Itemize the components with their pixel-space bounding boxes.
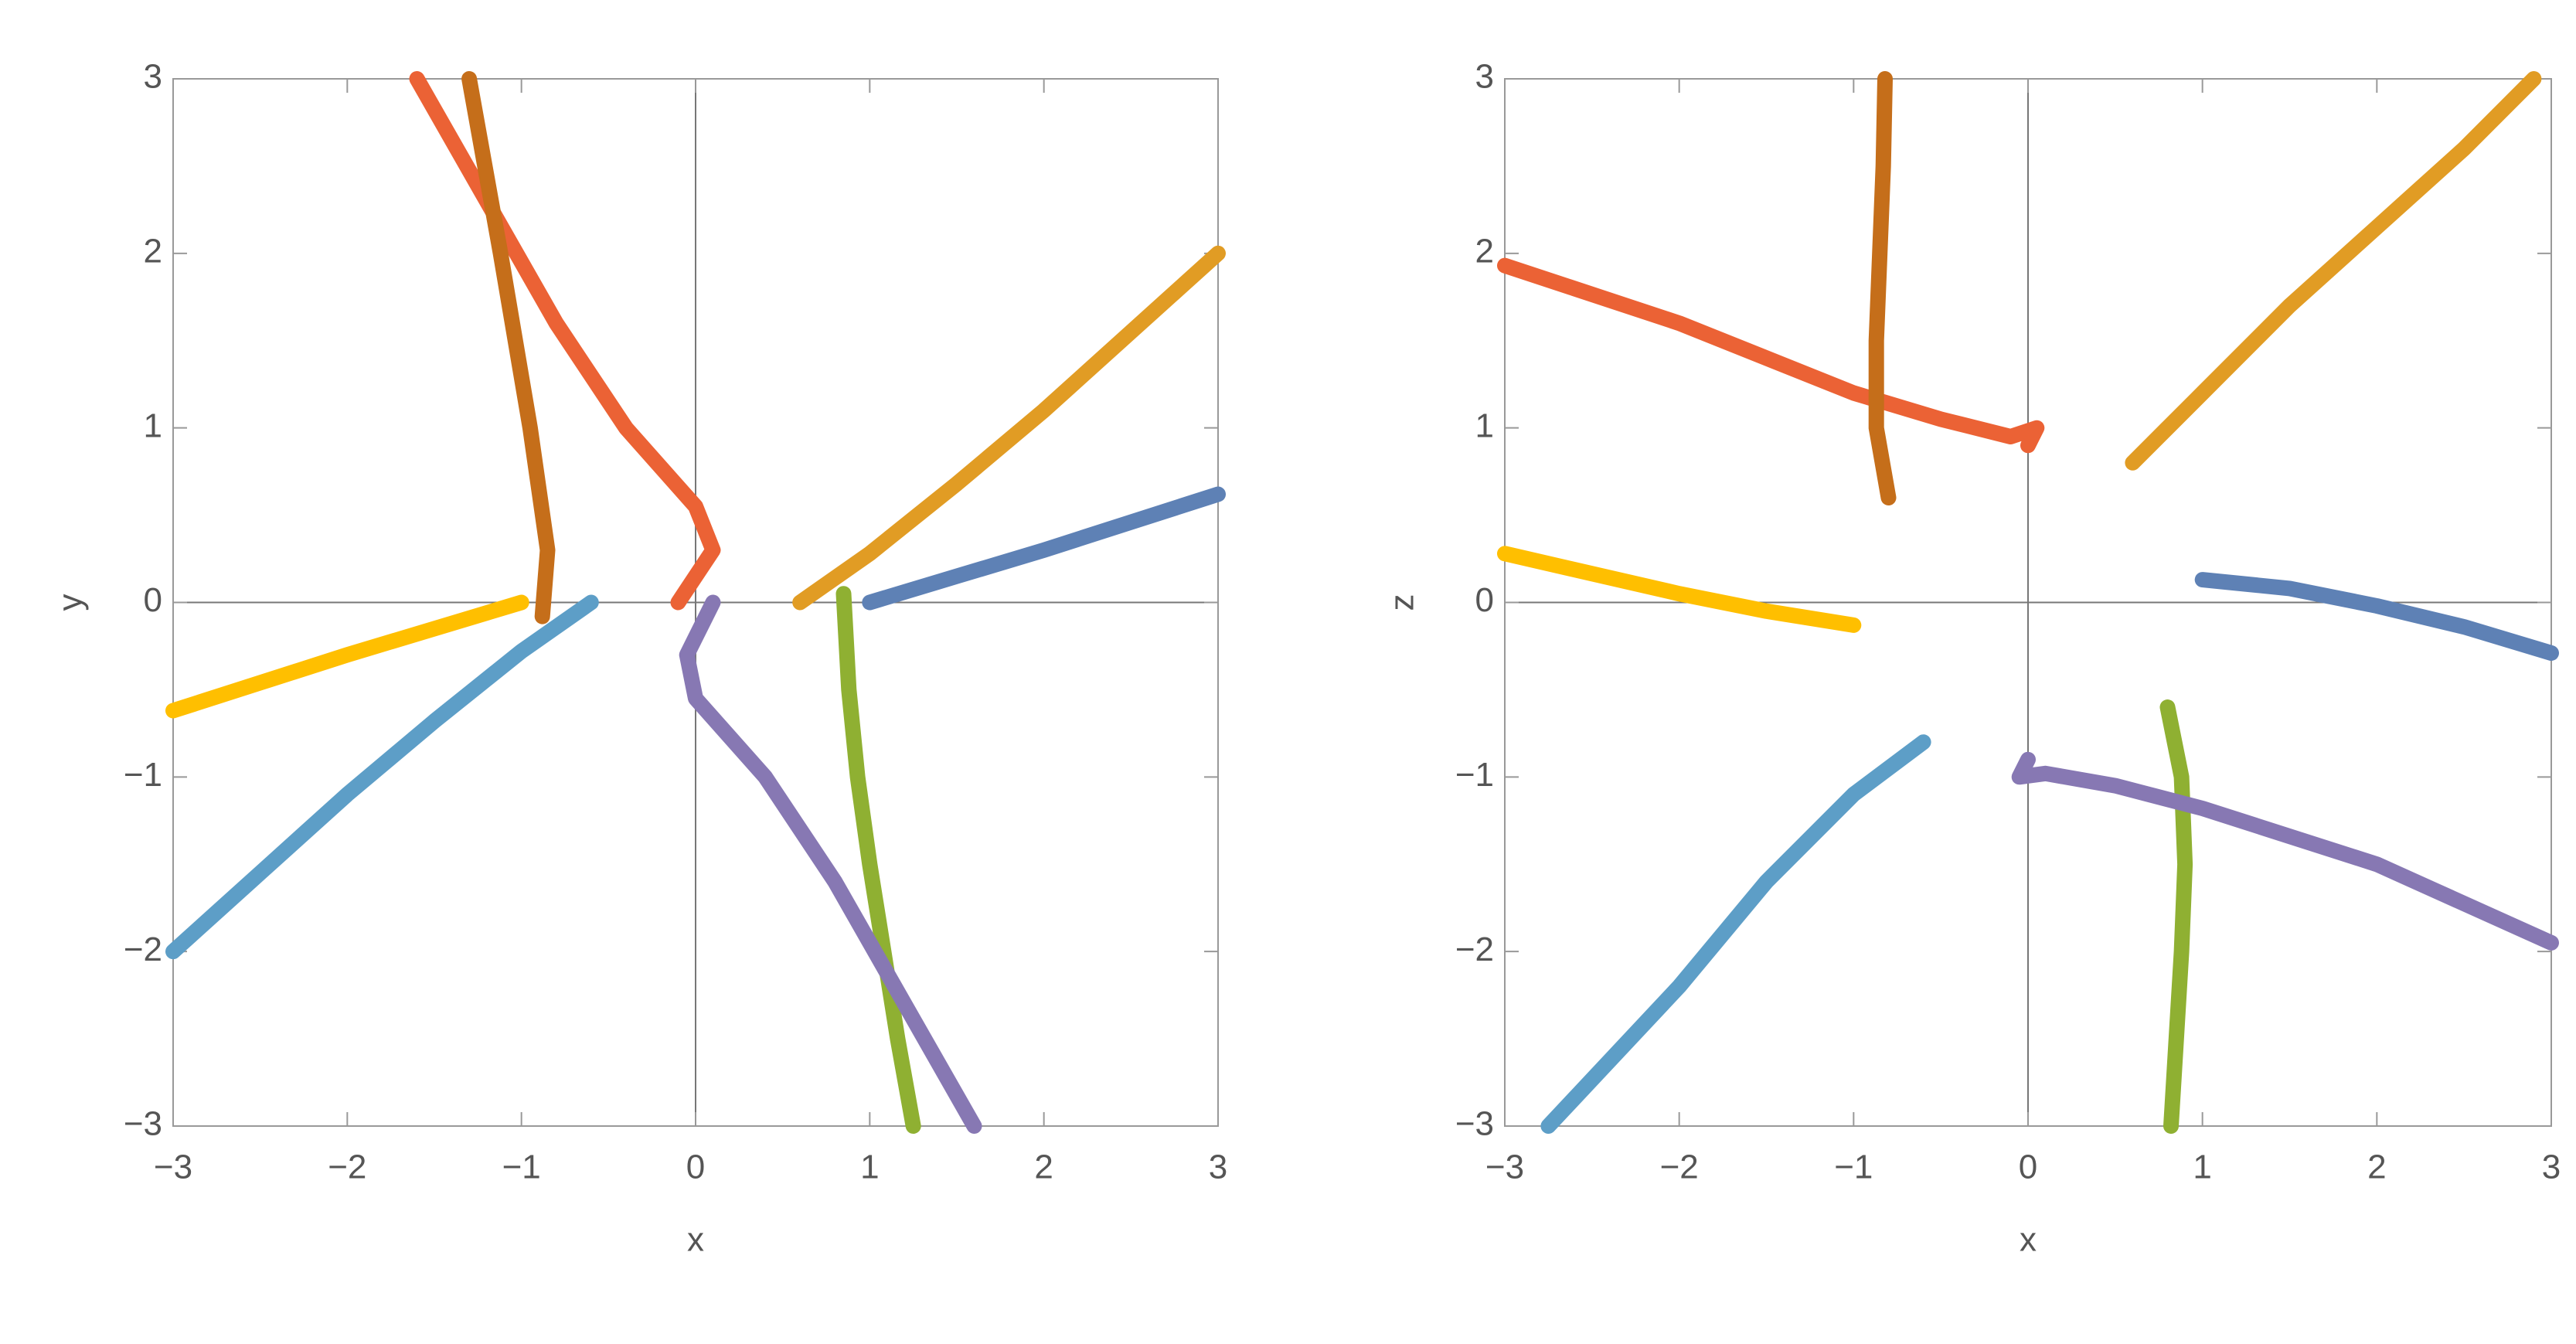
series-line (862, 486, 1226, 611)
y-tick-label: 0 (1475, 581, 1494, 619)
x-tick-label: −1 (502, 1148, 541, 1186)
x-tick-label: 3 (1209, 1148, 1227, 1186)
y-tick-label: −1 (1455, 756, 1494, 794)
series-line (409, 71, 721, 611)
x-tick-label: 0 (2019, 1148, 2037, 1186)
series-line (165, 594, 599, 960)
series-line (461, 71, 556, 624)
y-tick-label: 1 (1475, 407, 1494, 444)
y-tick-label: 3 (1475, 58, 1494, 96)
x-tick-label: 1 (2193, 1148, 2211, 1186)
x-tick-label: 2 (1034, 1148, 1053, 1186)
y-tick-label: −2 (124, 931, 162, 968)
x-tick-label: −3 (1485, 1148, 1524, 1186)
series-line (165, 594, 529, 719)
x-tick-label: −2 (1660, 1148, 1699, 1186)
series-line (792, 245, 1226, 611)
x-tick-label: −2 (328, 1148, 366, 1186)
y-axis-label: z (1383, 594, 1421, 611)
y-tick-label: −1 (124, 756, 162, 794)
series-line (1497, 257, 2045, 454)
series-line (679, 594, 982, 1134)
x-axis-label: x (2020, 1221, 2037, 1259)
x-tick-label: 3 (2542, 1148, 2561, 1186)
series-line (2011, 751, 2559, 951)
series-line (835, 586, 921, 1134)
series-line (1868, 71, 1897, 505)
y-tick-label: 2 (1475, 232, 1494, 270)
series-line (1497, 546, 1862, 633)
x-tick-label: 0 (686, 1148, 705, 1186)
x-tick-label: 2 (2367, 1148, 2386, 1186)
y-tick-label: 2 (144, 232, 162, 270)
y-tick-label: 1 (144, 407, 162, 444)
y-tick-label: −3 (1455, 1105, 1494, 1143)
series-line (1540, 734, 1931, 1134)
x-tick-label: −1 (1834, 1148, 1873, 1186)
series-line (2194, 572, 2559, 661)
x-tick-label: 1 (860, 1148, 879, 1186)
y-axis-label: y (52, 594, 90, 611)
y-tick-label: −3 (124, 1105, 162, 1143)
x-axis-label: x (687, 1221, 704, 1259)
y-tick-label: −2 (1455, 931, 1494, 968)
y-tick-label: 0 (144, 581, 162, 619)
series-line (2159, 699, 2193, 1134)
series-line (2125, 71, 2542, 471)
x-tick-label: −3 (154, 1148, 192, 1186)
y-tick-label: 3 (144, 58, 162, 96)
